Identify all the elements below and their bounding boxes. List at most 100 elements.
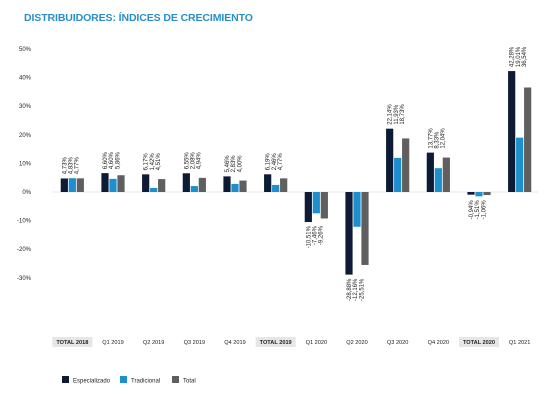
bar-total — [280, 178, 288, 192]
bar-especializado — [264, 174, 272, 192]
bar-total — [442, 157, 450, 192]
category-label: Q2 2020 — [346, 340, 367, 346]
bar-total — [402, 138, 410, 192]
bar-tradicional — [312, 192, 320, 214]
data-label: 12,04% — [441, 128, 447, 149]
data-label: -10,51% — [306, 225, 312, 248]
data-label: 4,73% — [62, 157, 68, 175]
data-label: 11,93% — [394, 104, 400, 125]
data-label: 4,77% — [75, 157, 81, 175]
legend-swatch-total — [172, 376, 179, 383]
legend-label: Especializado — [73, 379, 111, 385]
data-label: -1,51% — [475, 200, 481, 220]
data-label: 1,42% — [150, 153, 156, 171]
bar-especializado — [223, 176, 231, 192]
data-label: 4,77% — [278, 153, 284, 171]
category-label: Q3 2020 — [387, 340, 408, 346]
data-label: 4,00% — [237, 155, 243, 173]
bar-especializado — [345, 192, 353, 275]
data-label: -25,51% — [359, 278, 365, 301]
category-label: Q4 2019 — [224, 340, 245, 346]
bar-tradicional — [434, 168, 442, 192]
y-tick-label: -10% — [17, 219, 32, 225]
data-label: 36,54% — [522, 46, 528, 67]
data-label: -9,26% — [319, 225, 325, 245]
y-tick-label: -20% — [17, 247, 32, 253]
category-label: Q1 2019 — [102, 340, 123, 346]
category-label: Q2 2019 — [143, 340, 164, 346]
bar-total — [320, 192, 328, 219]
legend-swatch-tradicional — [120, 376, 127, 383]
bar-total — [239, 180, 247, 192]
data-label: 6,60% — [103, 151, 109, 169]
data-label: 4,94% — [197, 152, 203, 170]
data-label: 19,01% — [516, 46, 522, 67]
y-tick-label: 30% — [19, 104, 32, 110]
data-label: 5,86% — [115, 151, 121, 169]
bar-especializado — [467, 192, 475, 195]
category-label: Q1 2020 — [306, 340, 327, 346]
data-label: 18,73% — [400, 104, 406, 125]
legend-label: Total — [183, 379, 196, 385]
data-label: 4,51% — [156, 153, 162, 171]
data-label: 22,14% — [388, 104, 394, 125]
y-tick-label: -30% — [17, 276, 32, 282]
category-label: TOTAL 2020 — [463, 340, 495, 346]
data-label: 6,55% — [184, 152, 190, 170]
bar-especializado — [101, 173, 109, 192]
data-label: 6,19% — [266, 153, 272, 171]
data-label: -0,94% — [469, 200, 475, 220]
bar-especializado — [182, 173, 190, 192]
bar-tradicional — [190, 186, 198, 192]
bar-especializado — [386, 128, 394, 192]
bar-total — [117, 175, 125, 192]
data-label: 2,83% — [231, 155, 237, 173]
data-label: -1,06% — [481, 200, 487, 220]
y-tick-label: 20% — [19, 133, 32, 139]
y-tick-label: 0% — [22, 190, 31, 196]
bar-tradicional — [272, 184, 280, 192]
bar-tradicional — [516, 137, 524, 192]
data-label: -28,88% — [347, 278, 353, 301]
category-label: TOTAL 2019 — [260, 340, 292, 346]
data-label: 8,33% — [435, 131, 441, 149]
category-highlight — [255, 337, 296, 347]
data-label: 6,17% — [144, 153, 150, 171]
bar-especializado — [60, 178, 68, 192]
data-label: 4,60% — [109, 151, 115, 169]
legend-label: Tradicional — [131, 379, 160, 385]
category-highlight — [52, 337, 93, 347]
bar-especializado — [304, 192, 312, 223]
bar-especializado — [426, 152, 434, 192]
y-tick-label: 40% — [19, 76, 32, 82]
bar-tradicional — [150, 187, 158, 192]
bar-especializado — [508, 71, 516, 192]
bar-total — [76, 178, 84, 192]
bar-tradicional — [394, 157, 402, 192]
bar-total — [198, 177, 206, 192]
data-label: 2,46% — [272, 153, 278, 171]
category-label: Q1 2021 — [509, 340, 530, 346]
data-label: 4,83% — [69, 157, 75, 175]
category-label: Q4 2020 — [428, 340, 449, 346]
bar-total — [361, 192, 369, 265]
bar-tradicional — [353, 192, 361, 227]
data-label: 13,77% — [428, 128, 434, 149]
category-label: TOTAL 2018 — [56, 340, 88, 346]
bar-especializado — [142, 174, 150, 192]
bar-tradicional — [68, 178, 76, 192]
bar-total — [524, 87, 532, 192]
bar-total — [483, 192, 491, 196]
y-tick-label: 10% — [19, 161, 32, 167]
bar-tradicional — [475, 192, 483, 197]
y-tick-label: 50% — [19, 47, 32, 53]
data-label: -7,46% — [313, 225, 319, 245]
data-label: 2,08% — [191, 152, 197, 170]
bar-total — [158, 179, 166, 192]
category-label: Q3 2019 — [184, 340, 205, 346]
category-highlight — [459, 337, 499, 347]
bar-tradicional — [109, 178, 117, 192]
bar-tradicional — [231, 183, 239, 192]
chart-title: DISTRIBUIDORES: ÍNDICES DE CRECIMIENTO — [24, 12, 253, 24]
